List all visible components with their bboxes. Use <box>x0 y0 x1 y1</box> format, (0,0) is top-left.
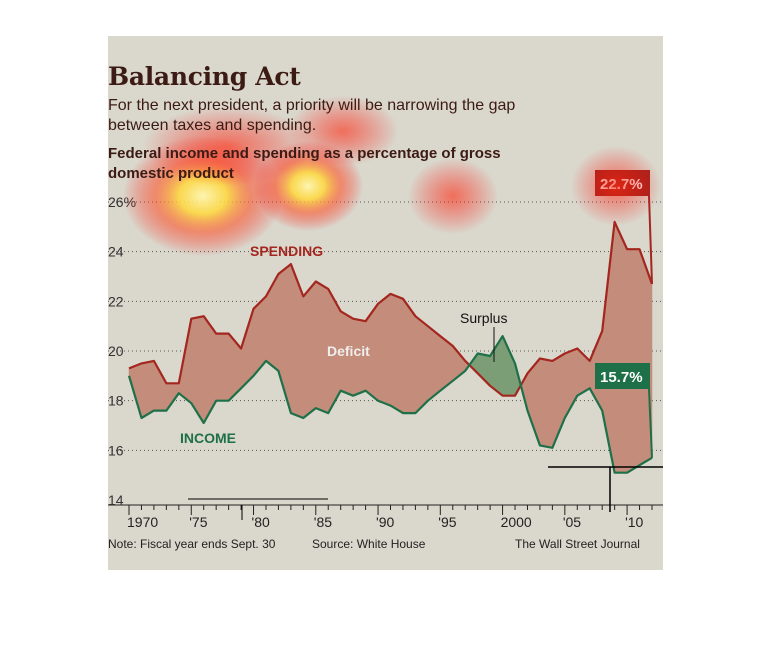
surplus-area <box>502 335 516 396</box>
x-tick-label: '75 <box>189 514 207 530</box>
income-end-value: 15.7% <box>600 369 643 386</box>
y-tick-label: 16 <box>108 442 124 458</box>
surplus-annotation: Surplus <box>460 310 507 326</box>
income-end-box <box>595 363 650 389</box>
deficit-area <box>390 293 404 414</box>
deficit-area <box>377 293 391 407</box>
series-lines <box>127 220 654 474</box>
x-tick-label: '10 <box>625 514 643 530</box>
deficit-area <box>539 358 553 449</box>
deficit-area <box>614 221 628 473</box>
income-line <box>127 335 653 474</box>
x-tick-label: '85 <box>314 514 332 530</box>
deficit-area <box>153 359 167 411</box>
deficit-area <box>303 280 317 419</box>
income-series-label: INCOME <box>180 430 236 446</box>
deficit-annotation: Deficit <box>327 343 370 359</box>
deficit-area <box>427 325 441 402</box>
source-note: Source: White House <box>312 537 426 551</box>
area-fills <box>128 221 653 474</box>
deficit-area <box>415 315 429 414</box>
x-tick-label: '05 <box>563 514 581 530</box>
deficit-area <box>601 221 615 473</box>
chart-caption: Federal income and spending as a percent… <box>108 145 501 182</box>
deficit-area <box>265 273 279 372</box>
y-tick-label: 22 <box>108 293 124 309</box>
y-tick-label: 24 <box>108 244 124 260</box>
publisher-credit: The Wall Street Journal <box>515 537 640 551</box>
deficit-area <box>402 298 416 414</box>
deficit-area <box>290 263 304 419</box>
spending-series-label: SPENDING <box>250 243 323 259</box>
x-tick-label: 1970 <box>127 514 158 530</box>
footnote: Note: Fiscal year ends Sept. 30 <box>108 537 276 551</box>
deficit-area <box>626 248 640 474</box>
chart-title: Balancing Act <box>108 62 301 91</box>
y-tick-label: 14 <box>108 492 124 508</box>
spending-line <box>128 220 654 397</box>
y-tick-label: 18 <box>108 393 124 409</box>
deficit-area <box>215 333 229 401</box>
deficit-area <box>141 360 155 419</box>
x-tick-label: 2000 <box>501 514 532 530</box>
attention-heatmap-overlay <box>123 96 661 256</box>
x-tick-label: '90 <box>376 514 394 530</box>
x-tick-label: '95 <box>438 514 456 530</box>
x-axis <box>108 504 663 515</box>
chart-subtitle: For the next president, a priority will … <box>108 97 516 134</box>
x-tick-label: '80 <box>252 514 270 530</box>
income-end-leader <box>648 388 653 458</box>
y-tick-label: 20 <box>108 343 124 359</box>
chart-panel: 14 16 18 20 22 24 26% 1970'75'80'85'90'95 2000'0… <box>108 36 663 570</box>
